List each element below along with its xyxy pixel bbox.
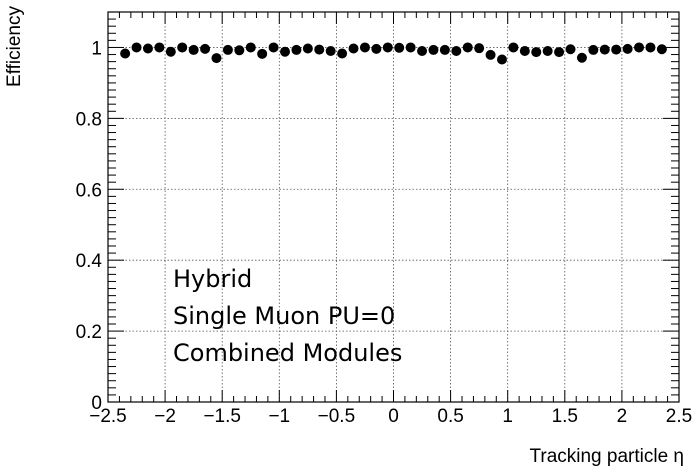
data-point <box>588 44 599 55</box>
data-point <box>200 43 211 54</box>
data-point <box>554 47 565 58</box>
x-tick-label: −2.5 <box>89 406 127 427</box>
annotation-line-2: Single Muon PU=0 <box>173 302 395 330</box>
data-point <box>371 43 382 54</box>
data-point <box>154 42 165 53</box>
data-point <box>645 42 656 53</box>
data-point <box>222 44 233 55</box>
plot-frame <box>107 11 680 403</box>
data-point <box>291 44 302 55</box>
data-point <box>405 42 416 53</box>
data-point <box>142 43 153 54</box>
x-tick-label: 0.5 <box>437 406 463 427</box>
data-point <box>188 44 199 55</box>
axis-ticks <box>107 12 680 403</box>
data-point <box>485 49 496 60</box>
data-point <box>451 46 462 56</box>
data-point <box>325 46 336 56</box>
data-point <box>245 42 256 53</box>
data-point <box>565 44 576 55</box>
data-point <box>257 48 268 59</box>
data-point <box>234 45 245 56</box>
y-tick-label: 0 <box>91 393 102 414</box>
x-tick-labels: −2.5 −2 −1.5 −1 −0.5 0 0.5 1 1.5 2 2.5 <box>89 406 692 427</box>
x-tick-label: −1.5 <box>203 406 241 427</box>
data-point <box>634 42 645 53</box>
data-point <box>348 43 359 54</box>
x-tick-label: −0.5 <box>318 406 356 427</box>
x-tick-label: 0 <box>388 406 399 427</box>
x-tick-label: −2 <box>154 406 176 427</box>
data-point <box>280 46 291 57</box>
data-point <box>177 42 188 53</box>
y-tick-label: 1 <box>91 38 102 59</box>
data-point <box>314 44 325 55</box>
y-tick-label: 0.6 <box>76 180 102 201</box>
data-point <box>359 42 370 53</box>
data-point <box>417 46 428 56</box>
x-tick-label: 1.5 <box>552 406 578 427</box>
data-point <box>302 43 313 54</box>
data-point <box>611 44 622 55</box>
data-point <box>508 42 519 53</box>
data-point <box>656 44 667 55</box>
data-point <box>496 54 507 65</box>
data-point <box>531 47 542 58</box>
data-point <box>519 46 530 56</box>
data-point <box>462 42 473 53</box>
y-tick-label: 0.8 <box>76 109 102 130</box>
x-tick-label: 2 <box>617 406 628 427</box>
annotation-line-3: Combined Modules <box>173 339 402 367</box>
data-point <box>428 44 439 55</box>
data-point <box>382 42 393 53</box>
data-point <box>131 42 142 53</box>
y-axis-label: Efficiency <box>4 6 25 87</box>
plot-area <box>108 12 679 402</box>
data-point <box>576 52 587 63</box>
x-tick-label: 1 <box>502 406 513 427</box>
annotation-line-1: Hybrid <box>173 265 252 293</box>
data-point <box>211 53 222 64</box>
y-tick-labels: 0 0.2 0.4 0.6 0.8 1 <box>76 38 103 414</box>
y-tick-label: 0.4 <box>76 251 103 272</box>
data-point <box>439 44 450 55</box>
x-tick-label: −1 <box>268 406 290 427</box>
data-point <box>542 46 553 56</box>
x-tick-label: 2.5 <box>666 406 692 427</box>
data-point <box>120 48 131 59</box>
data-point <box>599 44 610 55</box>
data-point <box>165 46 176 57</box>
y-tick-label: 0.2 <box>76 322 102 343</box>
x-axis-label: Tracking particle η <box>529 446 684 467</box>
data-point <box>622 43 633 54</box>
data-point <box>268 42 279 53</box>
data-point <box>474 43 485 54</box>
data-point <box>337 48 348 59</box>
data-points <box>120 42 667 65</box>
data-point <box>394 42 405 53</box>
